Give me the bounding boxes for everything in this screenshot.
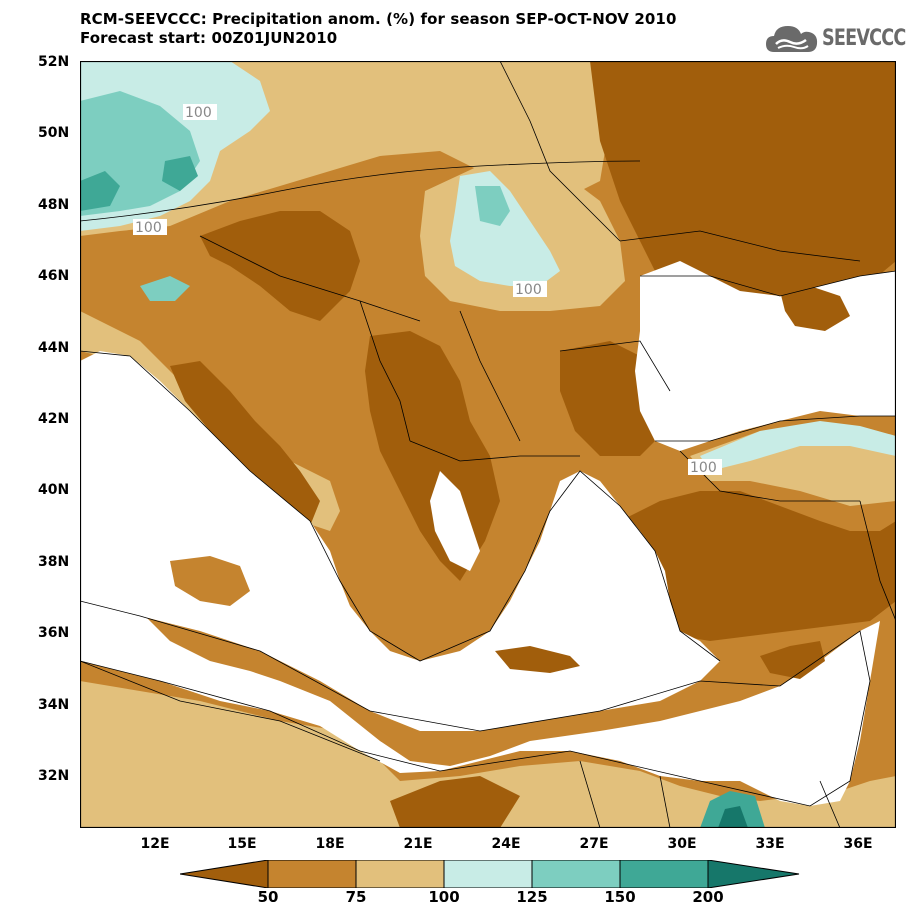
coastlines (80, 270, 896, 807)
svg-text:100: 100 (185, 105, 212, 121)
region-lt50-turkey (615, 491, 896, 641)
map-frame (80, 61, 896, 828)
island-crete (495, 646, 580, 673)
lon-label: 24E (491, 836, 521, 852)
lat-label: 40N (38, 482, 70, 498)
region-150-200-alps-2 (162, 156, 198, 191)
seevccc-logo: SEEVCCC (764, 20, 906, 60)
sea-aegean-inner (430, 471, 480, 571)
svg-text:100: 100 (690, 460, 717, 476)
colorbar-label: 50 (257, 888, 279, 906)
contour-label-4: 100 (688, 459, 722, 476)
title-line-2: Forecast start: 00Z01JUN2010 (80, 29, 338, 47)
svg-text:100: 100 (515, 282, 542, 298)
lat-label: 38N (38, 554, 70, 570)
colorbar-label: 75 (345, 888, 367, 906)
region-lt50-hungary (200, 211, 360, 321)
lon-label: 27E (579, 836, 609, 852)
island-cyprus (760, 641, 825, 679)
colorbar-label: 200 (692, 888, 724, 906)
region-100-125-black-sea-coast (700, 421, 896, 471)
sea-adriatic-tyrrhenian (80, 351, 720, 731)
contour-label-3: 100 (513, 281, 547, 298)
lat-label: 44N (38, 340, 70, 356)
colorbar-seg-gt200 (707, 860, 800, 888)
lat-label: 52N (38, 54, 70, 70)
cloud-logo-icon (766, 26, 818, 52)
precipitation-anomaly-map: 100 100 100 100 (80, 61, 896, 828)
lon-label: 21E (403, 836, 433, 852)
colorbar-seg-75-100 (355, 860, 445, 888)
island-crimea (780, 286, 850, 331)
colorbar (180, 860, 800, 888)
map-title: RCM-SEEVCCC: Precipitation anom. (%) for… (80, 10, 676, 48)
lon-label: 12E (140, 836, 170, 852)
colorbar-label: 150 (604, 888, 636, 906)
lon-label: 36E (843, 836, 873, 852)
lon-label: 33E (755, 836, 785, 852)
svg-text:100: 100 (135, 220, 162, 236)
lat-label: 32N (38, 768, 70, 784)
colorbar-seg-50-75 (267, 860, 357, 888)
title-line-1: RCM-SEEVCCC: Precipitation anom. (%) for… (80, 10, 677, 28)
lat-label: 36N (38, 625, 70, 641)
colorbar-label: 100 (428, 888, 460, 906)
lat-label: 48N (38, 197, 70, 213)
logo-text: SEEVCCC (822, 26, 906, 51)
contour-labels: 100 100 100 100 (133, 104, 722, 476)
region-125-150-adriatic (140, 276, 190, 301)
region-125-150-romania (475, 186, 510, 226)
lon-label: 30E (667, 836, 697, 852)
island-sicily (170, 556, 250, 606)
contour-label-2: 100 (133, 219, 167, 236)
lon-label: 15E (227, 836, 257, 852)
region-lt50-east (590, 61, 896, 331)
colorbar-seg-100-125 (443, 860, 533, 888)
lat-label: 50N (38, 125, 70, 141)
lat-label: 42N (38, 411, 70, 427)
colorbar-label: 125 (516, 888, 548, 906)
contour-label-1: 100 (183, 104, 217, 121)
colorbar-seg-lt50 (180, 860, 269, 888)
region-75-100-ukraine (500, 61, 620, 171)
region-150-200-alps (80, 171, 120, 211)
lon-label: 18E (315, 836, 345, 852)
region-75-100-africa (80, 681, 896, 828)
colorbar-seg-150-200 (619, 860, 709, 888)
region-lt50-italy (170, 361, 320, 526)
lat-label: 34N (38, 697, 70, 713)
sea-mediterranean (80, 586, 880, 806)
region-lt50-africa (390, 776, 520, 828)
region-gt200-nile (718, 806, 748, 828)
lat-label: 46N (38, 268, 70, 284)
colorbar-seg-125-150 (531, 860, 621, 888)
country-borders (80, 61, 896, 828)
